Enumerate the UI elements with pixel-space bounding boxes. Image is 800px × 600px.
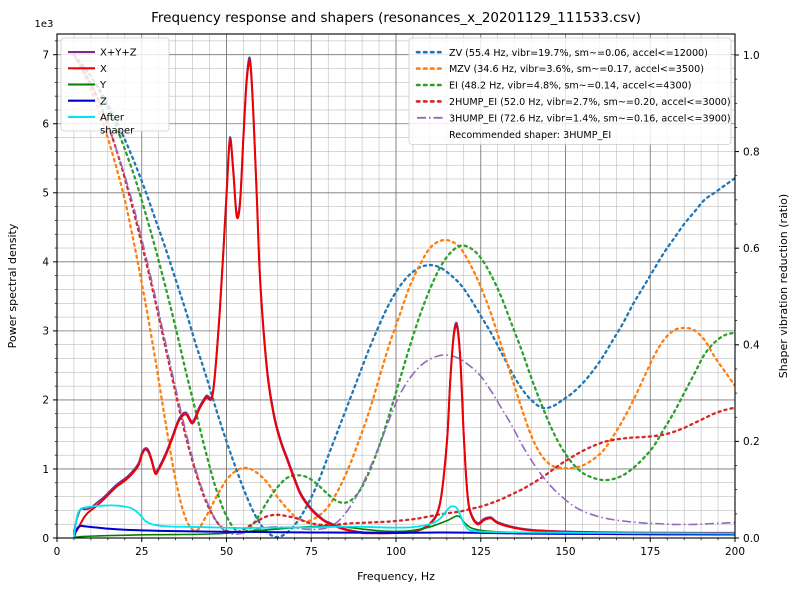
ytick-label-right: 0.0 — [743, 533, 760, 545]
ytick-label: 4 — [42, 257, 49, 269]
ytick-label-right: 0.2 — [743, 436, 760, 448]
legend-psd[interactable]: X+Y+Z XYZ After shaper — [60, 37, 170, 137]
legend-label-psd: X+Y+Z — [100, 48, 137, 59]
data-lines-group — [72, 53, 735, 538]
legend-label-psd: After — [100, 113, 125, 124]
psd-curve-aftershaper — [73, 504, 735, 538]
axis-ticks — [53, 40, 739, 542]
chart-title: Frequency response and shapers (resonanc… — [151, 10, 641, 26]
legend-frame — [408, 37, 732, 145]
y-axis-label-right: Shaper vibration reduction (ratio) — [777, 194, 790, 378]
xtick-label: 175 — [640, 546, 660, 558]
xtick-label: 125 — [471, 546, 491, 558]
legend-label-shaper: MZV (34.6 Hz, vibr=3.6%, sm~=0.17, accel… — [449, 64, 704, 75]
ytick-label: 0 — [42, 533, 49, 545]
axis-tick-labels: 0 25 50 75 100 125 150 175 200 0 1 2 3 4 5 6 7 0.0 0.2 0.4 0… — [42, 50, 760, 558]
psd-curve-z — [72, 524, 735, 538]
xtick-label: 75 — [305, 546, 318, 558]
ytick-label-right: 0.8 — [743, 146, 760, 158]
shaper-curve-3hump_ei — [73, 54, 735, 535]
legend-label-psd: shaper — [100, 126, 135, 137]
legend-label-psd: Y — [99, 80, 107, 91]
shaper-curve-mzv — [72, 53, 735, 532]
shaper-curve-ei — [72, 53, 735, 534]
xtick-label: 25 — [135, 546, 148, 558]
legend-label-psd: X — [100, 64, 107, 75]
ytick-label: 2 — [42, 395, 49, 407]
legend-label-shaper: EI (48.2 Hz, vibr=4.8%, sm~=0.14, accel<… — [449, 81, 691, 92]
xtick-label: 0 — [54, 546, 61, 558]
y-axis-label: Power spectral density — [6, 223, 19, 348]
ytick-label-right: 0.6 — [743, 243, 760, 255]
xtick-label: 100 — [386, 546, 406, 558]
legend-label-shaper: 2HUMP_EI (52.0 Hz, vibr=2.7%, sm~=0.20, … — [449, 97, 731, 108]
xtick-label: 50 — [220, 546, 233, 558]
shaper-curve-zv — [72, 53, 735, 538]
ytick-label: 5 — [42, 188, 49, 200]
ytick-label: 1 — [42, 464, 49, 476]
ytick-label: 7 — [42, 50, 49, 62]
ytick-label: 3 — [42, 326, 49, 338]
legend-label-shaper: ZV (55.4 Hz, vibr=19.7%, sm~=0.06, accel… — [449, 48, 708, 59]
psd-curve-x — [72, 60, 735, 535]
ytick-label: 6 — [42, 119, 49, 131]
xtick-label: 150 — [555, 546, 575, 558]
legend-frame — [60, 37, 170, 132]
x-axis-label: Frequency, Hz — [357, 570, 435, 583]
xtick-label: 200 — [725, 546, 745, 558]
ytick-label-right: 0.4 — [743, 340, 760, 352]
legend-label-shaper: 3HUMP_EI (72.6 Hz, vibr=1.4%, sm~=0.16, … — [449, 113, 731, 124]
recommended-shaper-note: Recommended shaper: 3HUMP_EI — [449, 130, 611, 141]
y-axis-offset-text: 1e3 — [35, 19, 54, 30]
shaper-curve-2hump_ei — [72, 53, 735, 534]
ytick-label-right: 1.0 — [743, 50, 760, 62]
legend-label-psd: Z — [100, 96, 107, 107]
legend-shaper[interactable]: ZV (55.4 Hz, vibr=19.7%, sm~=0.06, accel… — [408, 37, 732, 145]
